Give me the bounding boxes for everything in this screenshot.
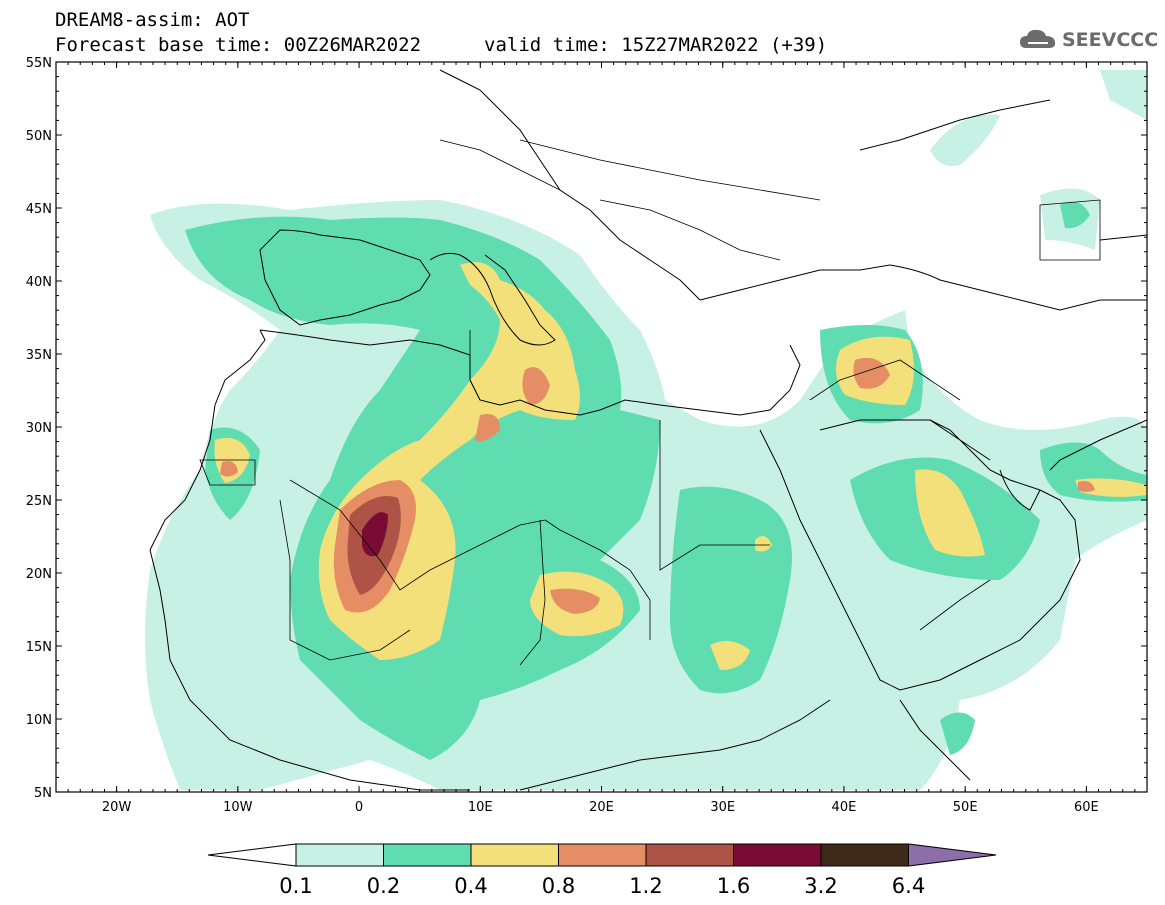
lat-label: 45N <box>26 202 52 217</box>
colorbar-level-label: 6.4 <box>892 874 925 898</box>
colorbar-level-label: 0.4 <box>454 874 487 898</box>
colorbar <box>207 843 997 867</box>
colorbar-level-label: 0.2 <box>367 874 400 898</box>
colorbar-level-label: 0.1 <box>279 874 312 898</box>
lat-label: 25N <box>26 494 52 509</box>
colorbar-level-label: 1.6 <box>717 874 750 898</box>
colorbar-min-arrow <box>207 843 297 867</box>
colorbar-segment <box>383 843 472 867</box>
lat-label: 55N <box>26 56 52 71</box>
colorbar-segment <box>645 843 734 867</box>
colorbar-segment <box>558 843 647 867</box>
lon-label: 40E <box>832 800 857 815</box>
title-valid-time: valid time: 15Z27MAR2022 (+39) <box>484 34 828 56</box>
lon-label: 20W <box>102 800 132 815</box>
logo-text: SEEVCCC <box>1062 29 1159 51</box>
aot-field <box>145 69 1147 791</box>
lat-label: 5N <box>34 786 52 801</box>
title-model: DREAM8-assim: AOT <box>55 9 250 31</box>
cloud-logo-icon <box>1020 29 1056 48</box>
lat-label: 35N <box>26 348 52 363</box>
title-base-time: Forecast base time: 00Z26MAR2022 <box>55 34 422 56</box>
colorbar-segment <box>820 843 909 867</box>
colorbar-segment <box>733 843 822 867</box>
lon-label: 30E <box>710 800 735 815</box>
latitude-labels: 55N 50N 45N 40N 35N 30N 25N 20N 15N 10N 5N <box>26 56 52 801</box>
borders <box>199 139 1101 666</box>
lon-label: 50E <box>953 800 978 815</box>
lat-label: 30N <box>26 421 52 436</box>
lon-label: 60E <box>1074 800 1099 815</box>
lat-label: 10N <box>26 713 52 728</box>
lon-label: 20E <box>589 800 614 815</box>
coastlines <box>149 69 1147 791</box>
lat-label: 50N <box>26 129 52 144</box>
colorbar-level-label: 3.2 <box>804 874 837 898</box>
lon-label: 0 <box>355 800 363 815</box>
longitude-labels: 20W 10W 0 10E 20E 30E 40E 50E 60E <box>102 800 1099 815</box>
lat-label: 40N <box>26 275 52 290</box>
colorbar-level-label: 1.2 <box>629 874 662 898</box>
lat-label: 20N <box>26 567 52 582</box>
colorbar-max-arrow <box>908 843 997 867</box>
lon-label: 10W <box>223 800 253 815</box>
colorbar-segment <box>295 843 384 867</box>
lat-label: 15N <box>26 640 52 655</box>
colorbar-labels: 0.1 0.2 0.4 0.8 1.2 1.6 3.2 6.4 <box>279 874 925 898</box>
lon-label: 10E <box>468 800 493 815</box>
colorbar-level-label: 0.8 <box>542 874 575 898</box>
colorbar-segment <box>470 843 559 867</box>
axis-ticks <box>55 61 1148 793</box>
